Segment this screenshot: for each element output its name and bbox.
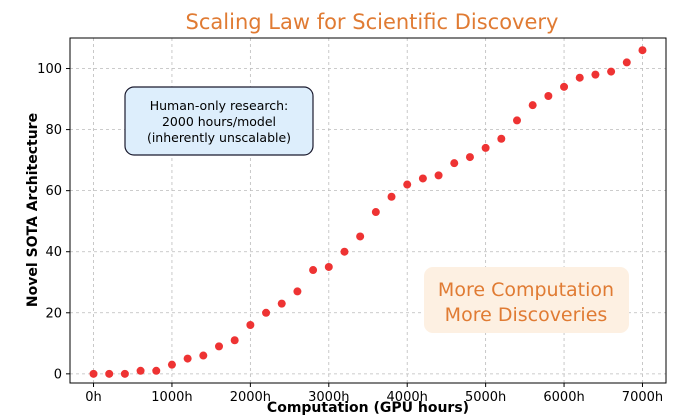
data-point [356,232,365,241]
y-axis-ticks: 0 20 40 60 80 100 [37,62,70,382]
x-tick-label: 3000h [308,390,349,405]
x-tick-label: 2000h [230,390,271,405]
data-point [277,299,286,308]
data-point [340,247,349,256]
data-point [607,67,616,76]
data-point [293,287,302,296]
x-tick-label: 0h [85,390,102,405]
data-point [528,101,537,110]
data-point [89,369,98,378]
data-point [230,336,239,345]
data-point [450,159,459,168]
data-point [497,134,506,143]
data-point [418,174,427,183]
human-research-annotation: Human-only research: 2000 hours/model (i… [124,86,314,156]
x-tick-label: 6000h [543,390,584,405]
scaling-line-1: More Computation [438,279,614,301]
data-point [622,58,631,67]
data-point [136,366,145,375]
x-axis-ticks: 0h 1000h 2000h 3000h 4000h 5000h 6000h 7000h [85,383,663,405]
data-point [215,342,223,351]
data-point [324,262,333,271]
y-tick-label: 40 [45,245,62,260]
data-point [199,351,208,360]
data-point [309,266,318,275]
data-point [513,116,521,125]
data-point [544,92,553,101]
x-tick-label: 1000h [151,390,192,405]
data-point [387,192,396,201]
human-research-line-3: (inherently unscalable) [147,130,291,145]
data-point [371,208,380,217]
human-research-line-1: Human-only research: [150,98,289,113]
data-point [575,73,584,82]
data-point [560,82,569,91]
y-tick-label: 60 [45,184,62,199]
data-point [403,180,412,189]
scaling-line-2: More Discoveries [445,304,608,326]
chart-title: Scaling Law for Scientific Discovery [186,10,559,34]
data-point [434,171,443,180]
data-point [262,308,271,317]
x-axis-label: Computation (GPU hours) [267,400,469,416]
data-point [167,360,176,369]
data-point [481,143,490,152]
data-point [120,369,129,378]
human-research-line-2: 2000 hours/model [162,114,276,129]
y-tick-label: 100 [37,62,62,77]
x-tick-label: 4000h [387,390,428,405]
x-tick-label: 5000h [465,390,506,405]
data-point [465,153,474,162]
y-tick-label: 0 [54,367,62,382]
data-point [638,46,647,55]
data-point [105,369,114,378]
x-tick-label: 7000h [622,390,663,405]
human-research-box [124,86,314,156]
scaling-annotation: More Computation More Discoveries [424,267,629,333]
scaling-box [424,267,629,333]
data-points [89,46,647,378]
data-point [591,70,600,79]
plot-frame [69,37,667,384]
data-point [183,354,192,363]
data-point [246,320,255,329]
data-point [152,366,161,375]
y-tick-label: 20 [45,306,62,321]
y-axis-label: Novel SOTA Architecture [25,113,41,307]
y-tick-label: 80 [45,123,62,138]
